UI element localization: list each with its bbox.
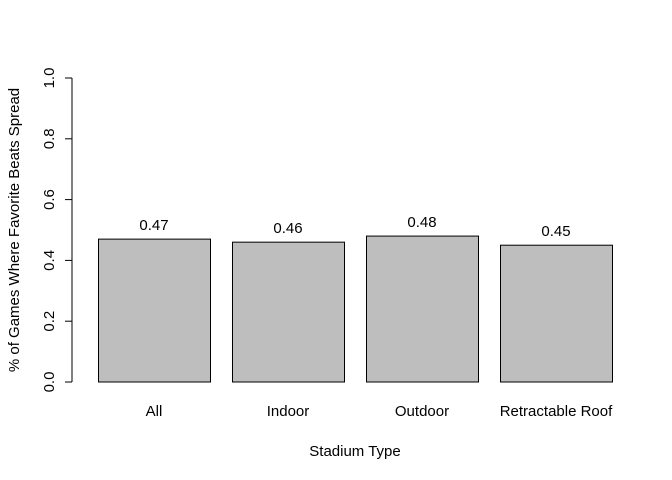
bar-value-label: 0.46 bbox=[273, 220, 302, 237]
bar-value-label: 0.48 bbox=[407, 214, 436, 231]
y-tick-label: 1.0 bbox=[41, 68, 58, 89]
bar bbox=[98, 238, 211, 383]
x-category-label: Outdoor bbox=[395, 403, 449, 420]
bar bbox=[500, 244, 613, 383]
y-tick-label: 0.4 bbox=[41, 250, 58, 271]
y-tick-label: 0.8 bbox=[41, 128, 58, 149]
bar bbox=[366, 235, 479, 383]
y-axis-title: % of Games Where Favorite Beats Spread bbox=[6, 88, 23, 372]
x-category-label: Retractable Roof bbox=[500, 403, 613, 420]
bar bbox=[232, 241, 345, 383]
bar-value-label: 0.47 bbox=[139, 217, 168, 234]
x-category-label: All bbox=[146, 403, 163, 420]
bars: 0.47 All 0.46 Indoor 0.48 Outdoor 0.45 Retracta… bbox=[98, 214, 613, 420]
y-tick-label: 0.2 bbox=[41, 311, 58, 332]
y-tick-label: 0.0 bbox=[41, 372, 58, 393]
y-axis-ticks: 0.0 0.2 0.4 0.6 0.8 1.0 bbox=[41, 68, 72, 393]
x-axis-title: Stadium Type bbox=[309, 443, 400, 460]
y-tick-label: 0.6 bbox=[41, 189, 58, 210]
x-category-label: Indoor bbox=[267, 403, 310, 420]
bar-value-label: 0.45 bbox=[541, 223, 570, 240]
